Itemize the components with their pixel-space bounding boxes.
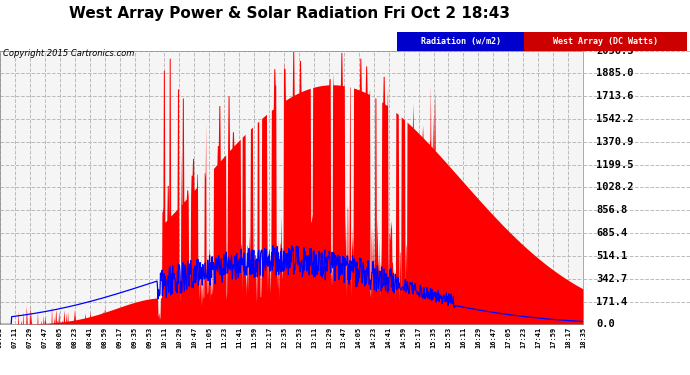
Text: 1885.0: 1885.0 [596, 68, 633, 78]
Text: West Array Power & Solar Radiation Fri Oct 2 18:43: West Array Power & Solar Radiation Fri O… [69, 6, 511, 21]
Text: 12:17: 12:17 [266, 327, 272, 348]
Text: 07:47: 07:47 [42, 327, 48, 348]
Text: 15:17: 15:17 [415, 327, 422, 348]
Text: 17:41: 17:41 [535, 327, 541, 348]
Text: 2056.3: 2056.3 [596, 46, 633, 56]
Text: 17:05: 17:05 [505, 327, 511, 348]
Bar [524, 32, 687, 51]
Text: 14:05: 14:05 [356, 327, 362, 348]
Text: 342.7: 342.7 [596, 274, 627, 284]
Text: 171.4: 171.4 [596, 297, 627, 306]
Text: 16:11: 16:11 [460, 327, 466, 348]
Text: 10:29: 10:29 [177, 327, 182, 348]
Text: 18:35: 18:35 [580, 327, 586, 348]
Text: 13:29: 13:29 [326, 327, 332, 348]
Text: 12:53: 12:53 [296, 327, 302, 348]
Bar [397, 32, 524, 51]
Text: 11:41: 11:41 [236, 327, 242, 348]
Text: 1028.2: 1028.2 [596, 183, 633, 192]
Text: 1199.5: 1199.5 [596, 160, 633, 170]
Text: 17:59: 17:59 [550, 327, 556, 348]
Text: 16:47: 16:47 [491, 327, 496, 348]
Text: West Array (DC Watts): West Array (DC Watts) [553, 37, 658, 46]
Text: 14:41: 14:41 [386, 327, 392, 348]
Text: 17:23: 17:23 [520, 327, 526, 348]
Text: 18:17: 18:17 [565, 327, 571, 348]
Text: Copyright 2015 Cartronics.com: Copyright 2015 Cartronics.com [3, 49, 135, 58]
Text: 11:23: 11:23 [221, 327, 227, 348]
Text: 1370.9: 1370.9 [596, 137, 633, 147]
Text: 08:59: 08:59 [101, 327, 108, 348]
Text: 07:11: 07:11 [12, 327, 18, 348]
Text: 06:53: 06:53 [0, 327, 3, 348]
Text: 14:59: 14:59 [401, 327, 406, 348]
Text: 07:29: 07:29 [27, 327, 33, 348]
Text: 15:53: 15:53 [446, 327, 451, 348]
Text: 1713.6: 1713.6 [596, 91, 633, 101]
Text: 11:59: 11:59 [251, 327, 257, 348]
Text: 15:35: 15:35 [431, 327, 437, 348]
Text: 13:47: 13:47 [341, 327, 347, 348]
Text: 08:05: 08:05 [57, 327, 63, 348]
Text: 08:23: 08:23 [72, 327, 78, 348]
Text: 1542.2: 1542.2 [596, 114, 633, 124]
Text: 14:23: 14:23 [371, 327, 377, 348]
Text: 685.4: 685.4 [596, 228, 627, 238]
Text: Radiation (w/m2): Radiation (w/m2) [420, 37, 500, 46]
Text: 09:17: 09:17 [117, 327, 123, 348]
Text: 514.1: 514.1 [596, 251, 627, 261]
Text: 16:29: 16:29 [475, 327, 482, 348]
Text: 10:47: 10:47 [191, 327, 197, 348]
Text: 13:11: 13:11 [311, 327, 317, 348]
Text: 0.0: 0.0 [596, 320, 615, 329]
Text: 09:35: 09:35 [132, 327, 137, 348]
Text: 10:11: 10:11 [161, 327, 168, 348]
Text: 09:53: 09:53 [146, 327, 152, 348]
Text: 12:35: 12:35 [281, 327, 287, 348]
Text: 11:05: 11:05 [206, 327, 213, 348]
Text: 856.8: 856.8 [596, 205, 627, 215]
Text: 08:41: 08:41 [87, 327, 92, 348]
